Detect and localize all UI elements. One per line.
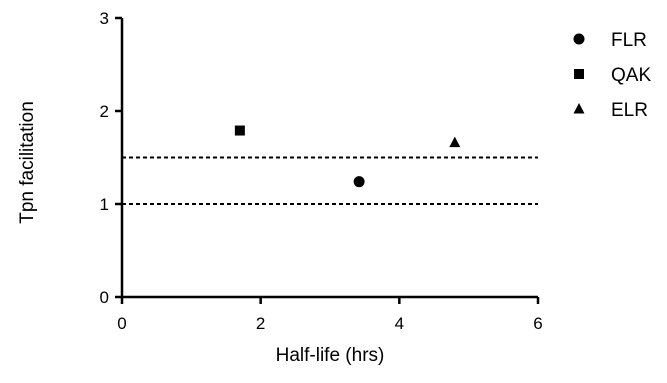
tick-marks — [115, 16, 540, 304]
legend-label-flr: FLR — [611, 30, 647, 51]
legend-marker-elr — [573, 103, 585, 114]
legend-label-qak: QAK — [611, 65, 651, 86]
data-point-qak — [234, 125, 245, 136]
data-point-flr — [353, 176, 365, 188]
legend-marker-qak — [574, 69, 584, 79]
axes — [120, 18, 538, 299]
x-tick-label: 6 — [533, 314, 542, 333]
y-tick-label: 1 — [100, 195, 109, 214]
data-point-elr — [449, 136, 461, 148]
y-tick-label: 2 — [100, 102, 109, 121]
legend: FLR QAK ELR — [573, 30, 651, 121]
x-tick-label: 0 — [117, 314, 126, 333]
y-tick-label: 0 — [100, 288, 109, 307]
x-tick-label: 4 — [395, 314, 404, 333]
tick-labels: 0 1 2 3 0 2 4 6 — [100, 9, 543, 333]
y-tick-label: 3 — [100, 9, 109, 28]
legend-marker-flr — [573, 33, 585, 45]
x-tick-label: 2 — [256, 314, 265, 333]
data-points — [234, 125, 461, 188]
legend-label-elr: ELR — [611, 100, 648, 121]
reference-lines — [122, 156, 538, 205]
x-axis-label: Half-life (hrs) — [276, 345, 385, 366]
y-axis-label: Tpn facilitation — [17, 101, 38, 224]
